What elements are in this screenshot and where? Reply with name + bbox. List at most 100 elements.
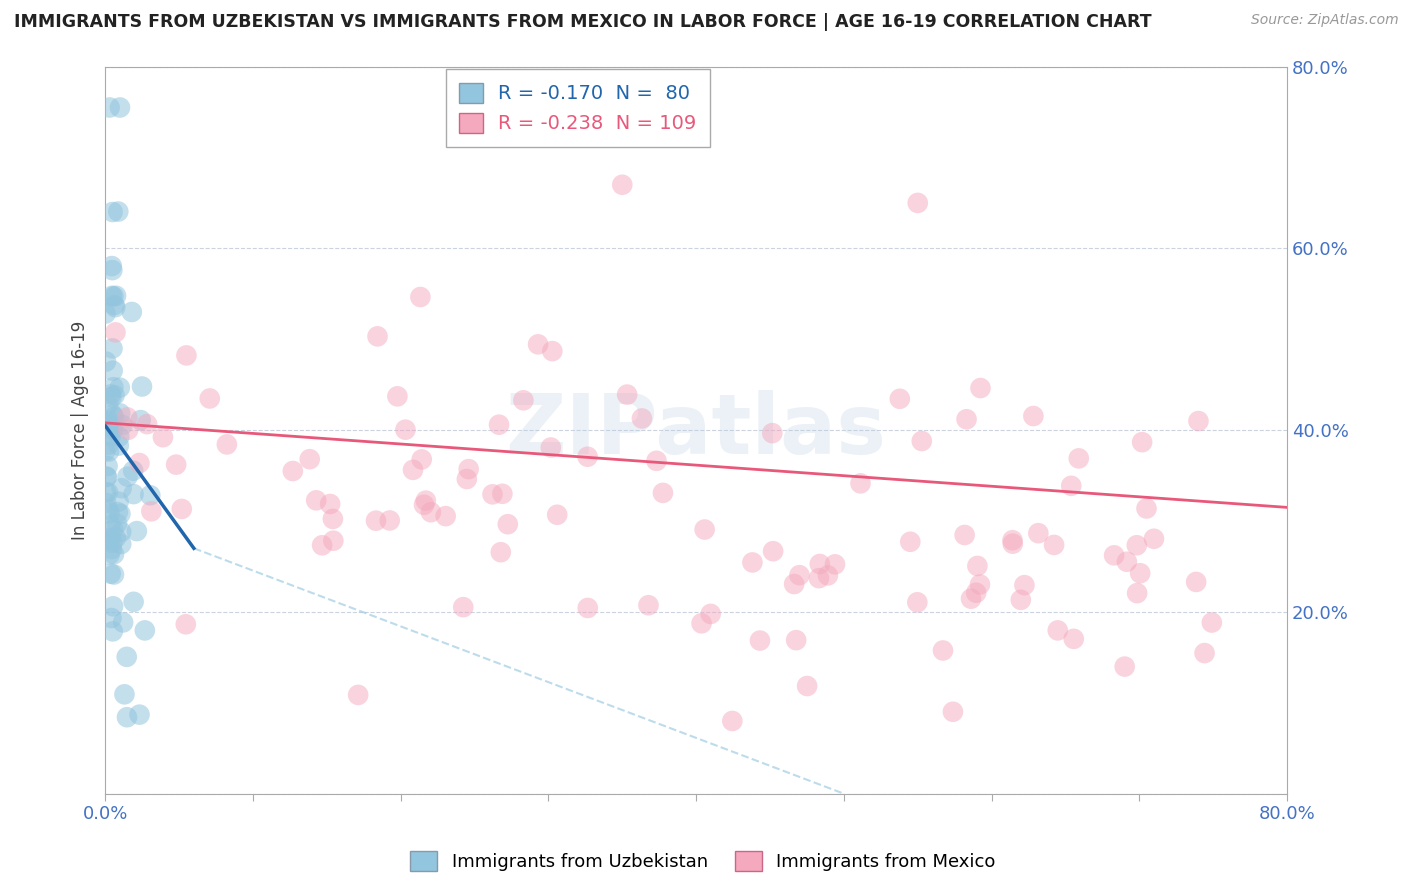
Point <box>105 289 128 303</box>
Point <box>125 524 148 538</box>
Point <box>100 542 122 557</box>
Point <box>690 616 713 631</box>
Point <box>107 204 129 219</box>
Point <box>576 601 599 615</box>
Point <box>112 615 135 630</box>
Point <box>512 393 534 408</box>
Point <box>527 337 550 351</box>
Point <box>367 329 389 343</box>
Point <box>110 537 132 551</box>
Point <box>1063 632 1085 646</box>
Point <box>911 434 934 448</box>
Point <box>122 487 145 501</box>
Point <box>136 417 159 431</box>
Point <box>741 556 763 570</box>
Point <box>101 624 124 639</box>
Point <box>496 517 519 532</box>
Point <box>849 476 872 491</box>
Point <box>817 568 839 582</box>
Point <box>174 617 197 632</box>
Point <box>413 498 436 512</box>
Point <box>434 509 457 524</box>
Point <box>969 381 991 395</box>
Point <box>101 259 124 273</box>
Point <box>98 548 121 562</box>
Point <box>100 390 122 404</box>
Point <box>122 595 145 609</box>
Point <box>889 392 911 406</box>
Point <box>1115 555 1137 569</box>
Point <box>693 523 716 537</box>
Point <box>612 178 634 192</box>
Point <box>319 497 342 511</box>
Text: Source: ZipAtlas.com: Source: ZipAtlas.com <box>1251 13 1399 28</box>
Point <box>305 493 328 508</box>
Point <box>103 289 125 303</box>
Point <box>134 624 156 638</box>
Point <box>97 437 120 451</box>
Point <box>103 409 125 424</box>
Point <box>97 458 120 473</box>
Point <box>100 566 122 581</box>
Point <box>456 472 478 486</box>
Point <box>98 506 121 520</box>
Point <box>1046 624 1069 638</box>
Point <box>117 469 139 483</box>
Point <box>103 547 125 561</box>
Point <box>347 688 370 702</box>
Point <box>1187 414 1209 428</box>
Point <box>1130 435 1153 450</box>
Point <box>966 558 988 573</box>
Point <box>141 504 163 518</box>
Point <box>824 558 846 572</box>
Point <box>101 422 124 436</box>
Point <box>96 417 118 431</box>
Point <box>761 426 783 441</box>
Point <box>419 505 441 519</box>
Point <box>105 516 128 531</box>
Point <box>942 705 965 719</box>
Point <box>807 571 830 585</box>
Point <box>97 397 120 411</box>
Point <box>1185 574 1208 589</box>
Point <box>785 633 807 648</box>
Point <box>322 533 344 548</box>
Point <box>1043 538 1066 552</box>
Point <box>699 607 721 621</box>
Point <box>1135 501 1157 516</box>
Point <box>789 568 811 582</box>
Point <box>115 710 138 724</box>
Point <box>129 413 152 427</box>
Point <box>322 512 344 526</box>
Y-axis label: In Labor Force | Age 16-19: In Labor Force | Age 16-19 <box>72 320 89 540</box>
Point <box>121 305 143 319</box>
Legend: R = -0.170  N =  80, R = -0.238  N = 109: R = -0.170 N = 80, R = -0.238 N = 109 <box>446 69 710 147</box>
Point <box>98 518 121 533</box>
Point <box>298 452 321 467</box>
Point <box>101 289 124 303</box>
Point <box>215 437 238 451</box>
Point <box>128 456 150 470</box>
Point <box>652 486 675 500</box>
Point <box>1067 451 1090 466</box>
Point <box>110 524 132 539</box>
Point <box>117 423 139 437</box>
Point <box>114 687 136 701</box>
Point <box>364 514 387 528</box>
Point <box>104 388 127 402</box>
Point <box>762 544 785 558</box>
Point <box>131 379 153 393</box>
Point <box>139 488 162 502</box>
Point <box>541 344 564 359</box>
Point <box>100 418 122 433</box>
Point <box>616 387 638 401</box>
Point <box>451 600 474 615</box>
Point <box>100 429 122 443</box>
Point <box>1060 479 1083 493</box>
Point <box>108 101 131 115</box>
Point <box>107 494 129 508</box>
Point <box>489 545 512 559</box>
Point <box>409 290 432 304</box>
Point <box>110 507 132 521</box>
Point <box>103 298 125 312</box>
